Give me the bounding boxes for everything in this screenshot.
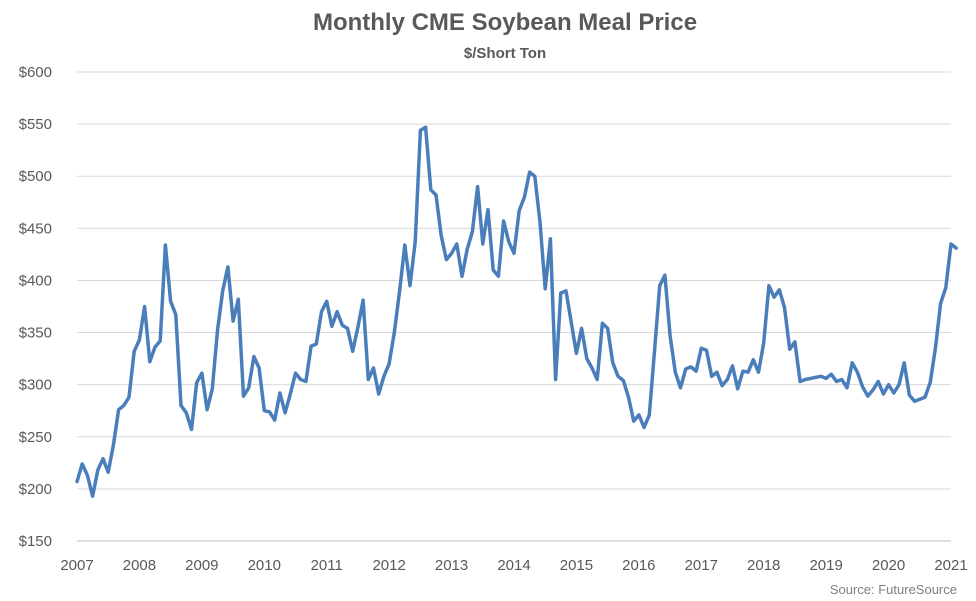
chart-subtitle: $/Short Ton [464, 45, 546, 62]
chart-title: Monthly CME Soybean Meal Price [313, 9, 697, 36]
x-tick-label: 2015 [560, 557, 593, 574]
x-tick-label: 2007 [60, 557, 93, 574]
x-tick-label: 2018 [747, 557, 780, 574]
x-tick-label: 2012 [372, 557, 405, 574]
x-tick-label: 2019 [809, 557, 842, 574]
source-note: Source: FutureSource [830, 582, 957, 597]
y-tick-label: $350 [19, 325, 52, 342]
x-tick-label: 2013 [435, 557, 468, 574]
y-tick-label: $600 [19, 64, 52, 81]
x-tick-label: 2011 [311, 557, 343, 574]
x-tick-label: 2009 [185, 557, 218, 574]
y-tick-label: $400 [19, 272, 52, 289]
y-tick-label: $250 [19, 429, 52, 446]
x-tick-label: 2016 [622, 557, 655, 574]
price-line [75, 125, 958, 498]
x-tick-label: 2020 [872, 557, 905, 574]
x-tick-label: 2008 [123, 557, 156, 574]
y-tick-label: $450 [19, 220, 52, 237]
y-axis-tick-labels: $150 $200 $250 $300 $350 $400 $450 $500 $550 $600 [19, 64, 52, 550]
y-tick-label: $200 [19, 481, 52, 498]
x-tick-label: 2010 [248, 557, 281, 574]
y-tick-label: $300 [19, 377, 52, 394]
x-axis-tick-labels: 2007 2008 2009 2010 2011 2012 2013 2014 2015 2016… [60, 557, 967, 574]
x-tick-label: 2014 [497, 557, 530, 574]
price-series [75, 125, 958, 498]
x-tick-label: 2017 [685, 557, 718, 574]
gridlines [77, 71, 951, 542]
x-tick-label: 2021 [934, 557, 967, 574]
y-tick-label: $550 [19, 116, 52, 133]
y-tick-label: $150 [19, 533, 52, 550]
y-tick-label: $500 [19, 168, 52, 185]
